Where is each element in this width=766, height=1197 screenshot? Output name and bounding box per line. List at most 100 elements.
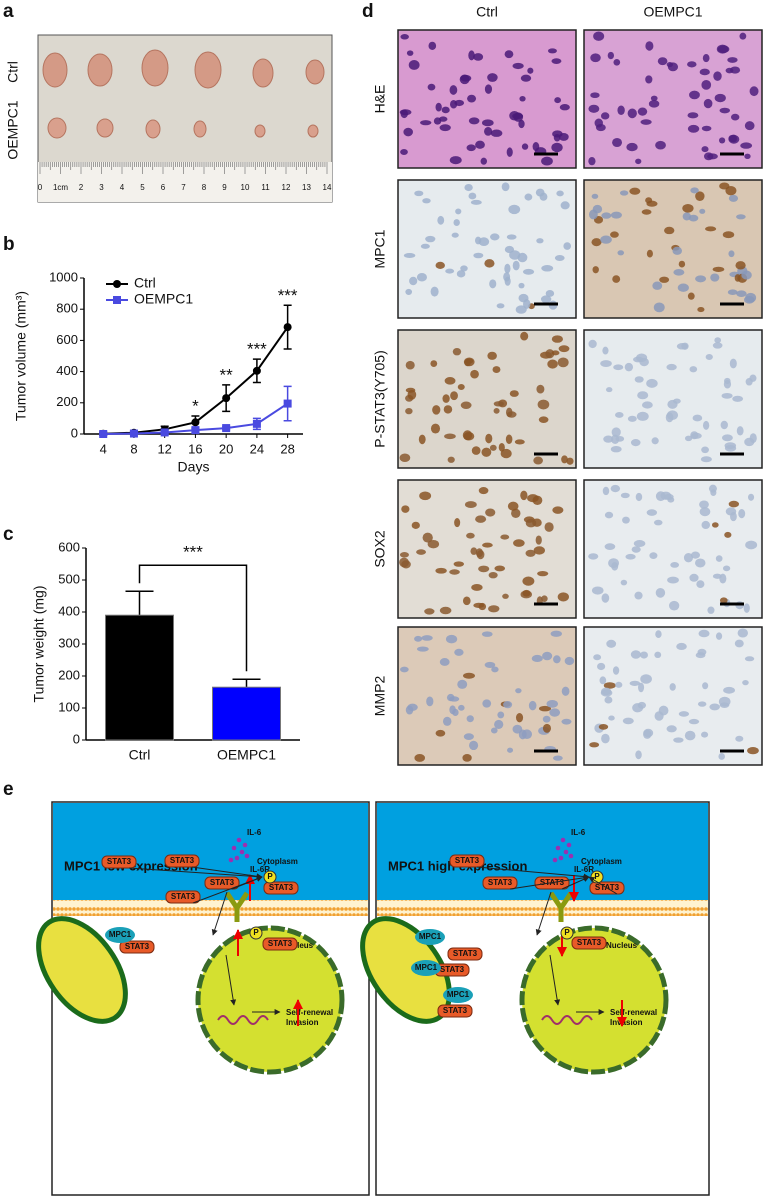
nucleus [435,567,447,574]
nucleus [612,666,620,675]
nucleus [432,405,441,415]
nucleus [741,270,752,280]
nucleus [613,364,624,371]
nucleus [405,407,413,415]
significance: * [192,397,199,416]
ihc-image [583,29,763,169]
tumor [305,59,325,85]
nucleus [696,580,705,588]
nucleus [653,519,663,526]
nucleus [427,83,436,91]
nucleus [666,725,677,733]
nucleus [636,411,649,421]
stat3-box [437,1004,473,1018]
nucleus [488,571,498,579]
nucleus [690,187,699,194]
nucleus [503,272,511,282]
nucleus [624,362,634,372]
nucleus [487,351,497,360]
nucleus [729,358,737,369]
ihc-image [397,626,577,766]
nucleus [590,92,600,99]
nucleus [485,508,496,517]
nucleus [494,565,506,572]
y-tick-label: 400 [58,603,80,618]
self-renewal-label: Self-renewal [610,1008,657,1017]
nucleus [481,447,492,457]
nucleus [511,508,521,519]
y-tick-label: 400 [56,363,78,378]
nucleus [509,390,519,397]
stat3-box [449,854,485,868]
nucleus [535,535,542,545]
nucleus [638,682,645,693]
nucleus [719,597,728,604]
nucleus [699,507,711,517]
nucleus [743,603,750,613]
nucleus [522,589,531,597]
nucleus [714,337,722,344]
y-tick-label: 300 [58,635,80,650]
nucleus [564,656,575,666]
nucleus [617,250,625,256]
nucleus [541,595,548,603]
marker [129,429,138,438]
nucleus [633,540,646,548]
nucleus [488,605,500,613]
nucleus [738,508,746,519]
nucleus [195,925,345,1075]
y-axis-label: Tumor volume (mm³) [13,291,29,421]
arrow [509,874,590,890]
nucleus [643,729,652,739]
ruler-label: 14 [323,183,332,192]
nucleus [625,553,636,560]
nucleus [468,50,475,61]
nucleus [405,387,416,393]
nucleus [654,711,664,721]
nucleus [728,194,739,202]
nucleus [620,579,628,586]
row-label: MPC1 [372,229,388,268]
nucleus [697,307,705,313]
nucleus [560,201,570,210]
nucleus [482,542,493,548]
nucleus [554,97,562,104]
nucleus [521,143,529,150]
nucleus [601,687,612,696]
nucleus [593,654,602,661]
nucleus [722,565,731,572]
significance: ** [220,365,234,384]
nucleus [553,655,561,664]
membrane [53,900,368,916]
nucleus [542,715,551,723]
ruler-label: 5 [140,183,145,192]
nucleus [509,250,521,260]
nucleus [462,754,472,762]
tumor [47,117,67,139]
nucleus [487,73,498,82]
nucleus [728,500,740,508]
ihc-bg [398,480,576,618]
nucleus [399,109,412,116]
nucleus [451,232,459,238]
ihc-bg [398,30,576,168]
nucleus [407,703,418,711]
stat3-label: STAT3 [443,1006,468,1015]
nucleus [542,651,553,661]
nucleus [414,754,426,762]
column-label: OEMPC1 [643,4,702,20]
nucleus [635,158,642,165]
y-tick-label: 100 [58,699,80,714]
nucleus [749,86,759,97]
nucleus [551,350,560,356]
nucleus [462,596,471,606]
membrane [377,900,708,916]
nucleus [670,561,680,568]
nucleus [463,357,475,367]
il6-dot [234,855,240,861]
nucleus [659,276,670,283]
mpc1-label: MPC1 [415,963,438,972]
nucleus [435,729,446,737]
nucleus [457,383,465,390]
nucleus [447,456,455,463]
